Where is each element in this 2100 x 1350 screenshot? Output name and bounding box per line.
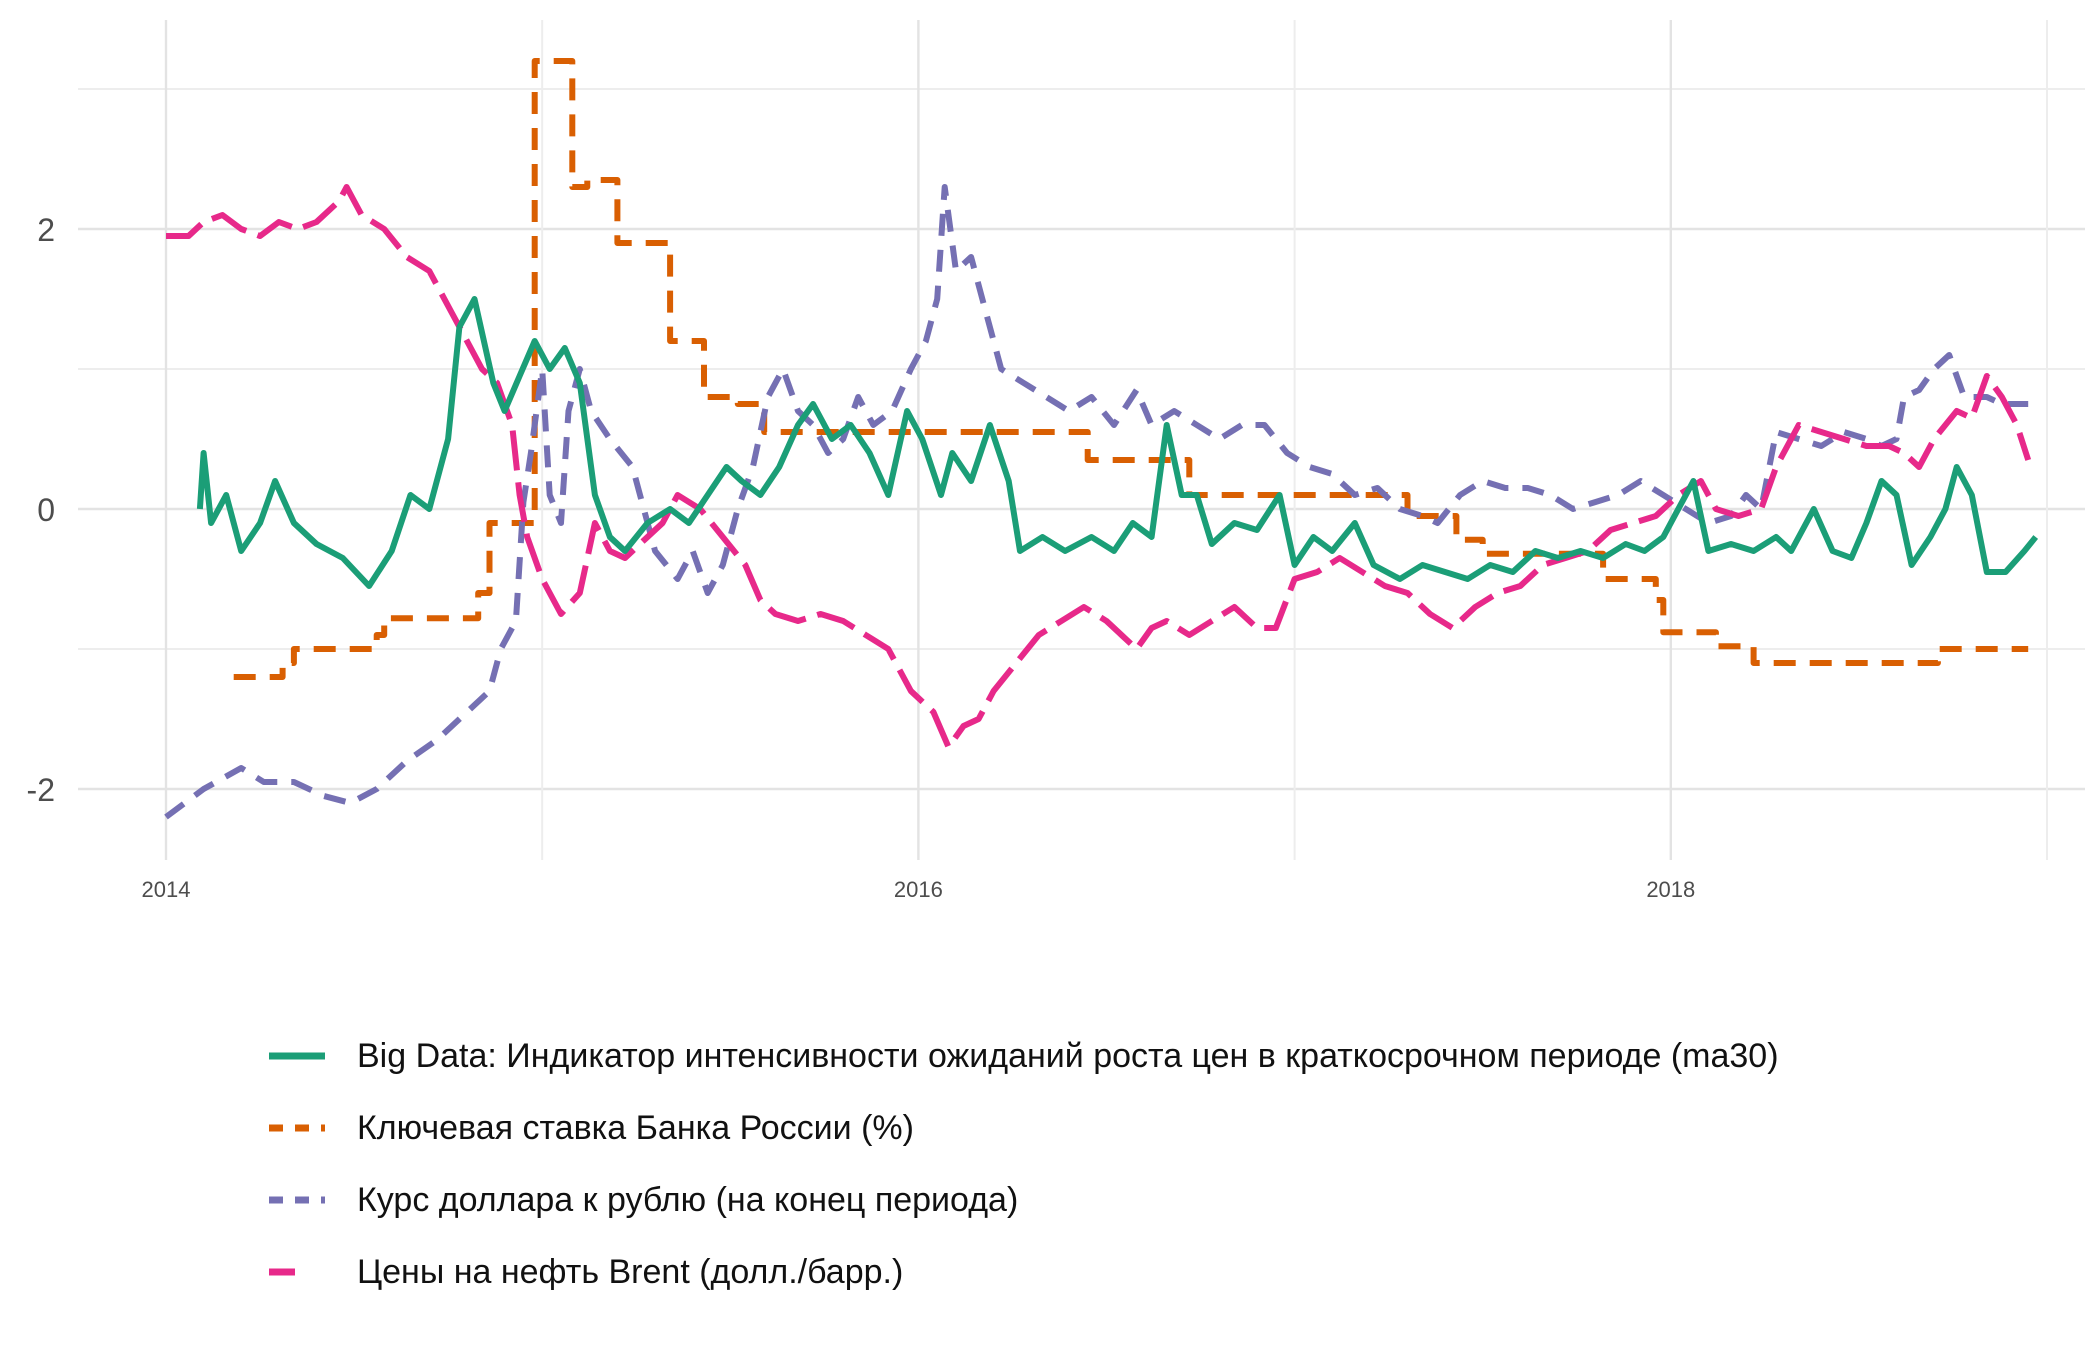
legend-item: Курс доллара к рублю (на конец периода) bbox=[265, 1164, 1779, 1236]
x-tick-label: 2016 bbox=[894, 877, 943, 902]
legend-swatch bbox=[269, 1124, 325, 1132]
legend-label: Курс доллара к рублю (на конец периода) bbox=[357, 1180, 1019, 1219]
legend-label: Ключевая ставка Банка России (%) bbox=[357, 1108, 914, 1147]
series-line-3 bbox=[164, 184, 2029, 820]
legend-item: Big Data: Индикатор интенсивности ожидан… bbox=[265, 1020, 1779, 1092]
y-tick-label: 0 bbox=[37, 492, 55, 528]
series-layer bbox=[164, 58, 2039, 820]
x-tick-label: 2018 bbox=[1646, 877, 1695, 902]
legend-swatch bbox=[269, 1052, 325, 1060]
legend-label: Big Data: Индикатор интенсивности ожидан… bbox=[357, 1036, 1779, 1075]
series-line-2 bbox=[233, 58, 2029, 680]
legend-item: Цены на нефть Brent (долл./барр.) bbox=[265, 1236, 1779, 1308]
legend: Big Data: Индикатор интенсивности ожидан… bbox=[265, 1020, 1779, 1308]
y-tick-label: -2 bbox=[27, 772, 55, 808]
x-axis: 2014 2016 2018 bbox=[142, 877, 1696, 902]
legend-swatch bbox=[269, 1196, 325, 1204]
y-axis: 2 0 -2 bbox=[27, 212, 55, 808]
legend-swatch bbox=[269, 1268, 325, 1276]
grid bbox=[78, 20, 2085, 860]
line-chart: 2 0 -2 2014 2016 2018 bbox=[27, 20, 2085, 902]
series-line-1 bbox=[196, 296, 2039, 589]
x-tick-label: 2014 bbox=[142, 877, 191, 902]
y-tick-label: 2 bbox=[37, 212, 55, 248]
legend-item: Ключевая ставка Банка России (%) bbox=[265, 1092, 1779, 1164]
series-line-4 bbox=[166, 184, 2032, 750]
legend-label: Цены на нефть Brent (долл./барр.) bbox=[357, 1252, 904, 1291]
